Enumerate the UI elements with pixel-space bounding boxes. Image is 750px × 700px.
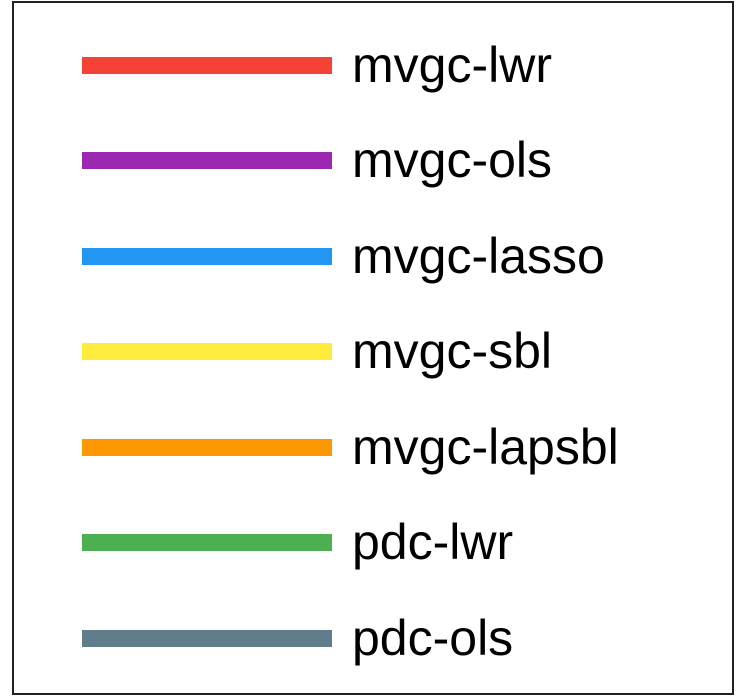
legend-swatch-mvgc-lasso xyxy=(82,248,332,265)
legend-label-mvgc-sbl: mvgc-sbl xyxy=(352,323,553,379)
legend-item-pdc-lwr: pdc-lwr xyxy=(14,512,732,572)
legend-label-pdc-ols: pdc-ols xyxy=(352,610,514,666)
legend-swatch-mvgc-ols xyxy=(82,152,332,169)
legend-item-mvgc-lasso: mvgc-lasso xyxy=(14,226,732,286)
legend-label-mvgc-lwr: mvgc-lwr xyxy=(352,37,552,93)
legend-swatch-mvgc-lapsbl xyxy=(82,439,332,456)
legend-item-mvgc-lwr: mvgc-lwr xyxy=(14,35,732,95)
legend-swatch-pdc-ols xyxy=(82,630,332,647)
legend-item-mvgc-lapsbl: mvgc-lapsbl xyxy=(14,417,732,477)
legend-swatch-mvgc-sbl xyxy=(82,343,332,360)
legend-label-pdc-lwr: pdc-lwr xyxy=(352,514,514,570)
legend-label-mvgc-ols: mvgc-ols xyxy=(352,132,553,188)
legend-swatch-mvgc-lwr xyxy=(82,57,332,74)
legend-label-mvgc-lapsbl: mvgc-lapsbl xyxy=(352,419,619,475)
legend-item-mvgc-sbl: mvgc-sbl xyxy=(14,321,732,381)
chart-legend: mvgc-lwr mvgc-ols mvgc-lasso mvgc-sbl mv… xyxy=(12,1,734,695)
legend-item-pdc-ols: pdc-ols xyxy=(14,608,732,668)
legend-item-mvgc-ols: mvgc-ols xyxy=(14,130,732,190)
legend-label-mvgc-lasso: mvgc-lasso xyxy=(352,228,605,284)
legend-swatch-pdc-lwr xyxy=(82,534,332,551)
